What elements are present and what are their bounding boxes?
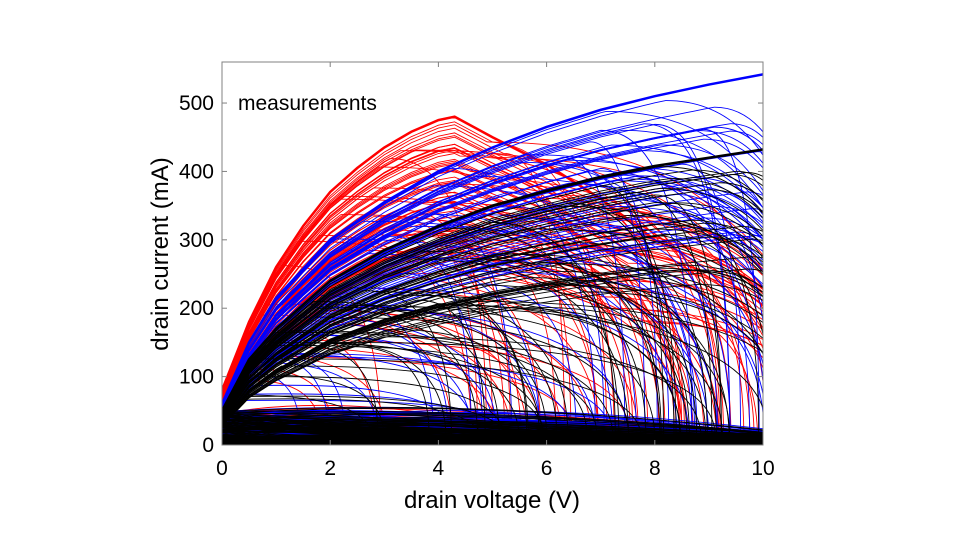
measurement-loop xyxy=(222,170,763,433)
y-tick-label: 0 xyxy=(202,434,214,457)
measurement-loop xyxy=(222,210,760,436)
measurement-loop xyxy=(222,283,698,438)
x-tick-label: 10 xyxy=(751,457,774,480)
measurement-loop xyxy=(222,182,763,434)
measurement-loop xyxy=(222,202,763,435)
y-tick-label: 400 xyxy=(179,160,214,183)
y-tick-label: 200 xyxy=(179,297,214,320)
x-tick-label: 0 xyxy=(216,457,228,480)
annotation-measurements: measurements xyxy=(238,92,377,115)
measurement-loop xyxy=(222,222,763,434)
measurement-curves xyxy=(222,73,763,445)
x-tick-label: 6 xyxy=(541,457,553,480)
measurement-loop xyxy=(222,310,558,439)
x-tick-label: 8 xyxy=(649,457,661,480)
y-tick-label: 500 xyxy=(179,92,214,115)
x-axis-label: drain voltage (V) xyxy=(404,487,580,514)
measurement-loop xyxy=(222,279,717,442)
x-tick-label: 4 xyxy=(433,457,445,480)
envelope-curve xyxy=(222,115,656,391)
y-tick-label: 100 xyxy=(179,366,214,389)
measurement-loop xyxy=(222,365,544,438)
measurement-loop xyxy=(222,221,616,436)
y-tick-label: 300 xyxy=(179,229,214,252)
envelope-curve xyxy=(222,73,763,405)
measurement-loop xyxy=(222,205,763,437)
axes-box xyxy=(221,61,764,446)
measurement-loop xyxy=(222,169,763,433)
measurement-loop xyxy=(222,304,724,440)
plot-area xyxy=(222,62,763,445)
measurement-loop xyxy=(222,317,630,442)
x-tick-label: 2 xyxy=(324,457,336,480)
measurement-loop xyxy=(222,130,763,438)
y-axis-label: drain current (mA) xyxy=(147,157,174,350)
zero-current-band xyxy=(222,435,763,445)
measurement-loop xyxy=(222,238,763,441)
measurement-loop xyxy=(222,235,722,442)
envelope-curve xyxy=(222,148,763,412)
